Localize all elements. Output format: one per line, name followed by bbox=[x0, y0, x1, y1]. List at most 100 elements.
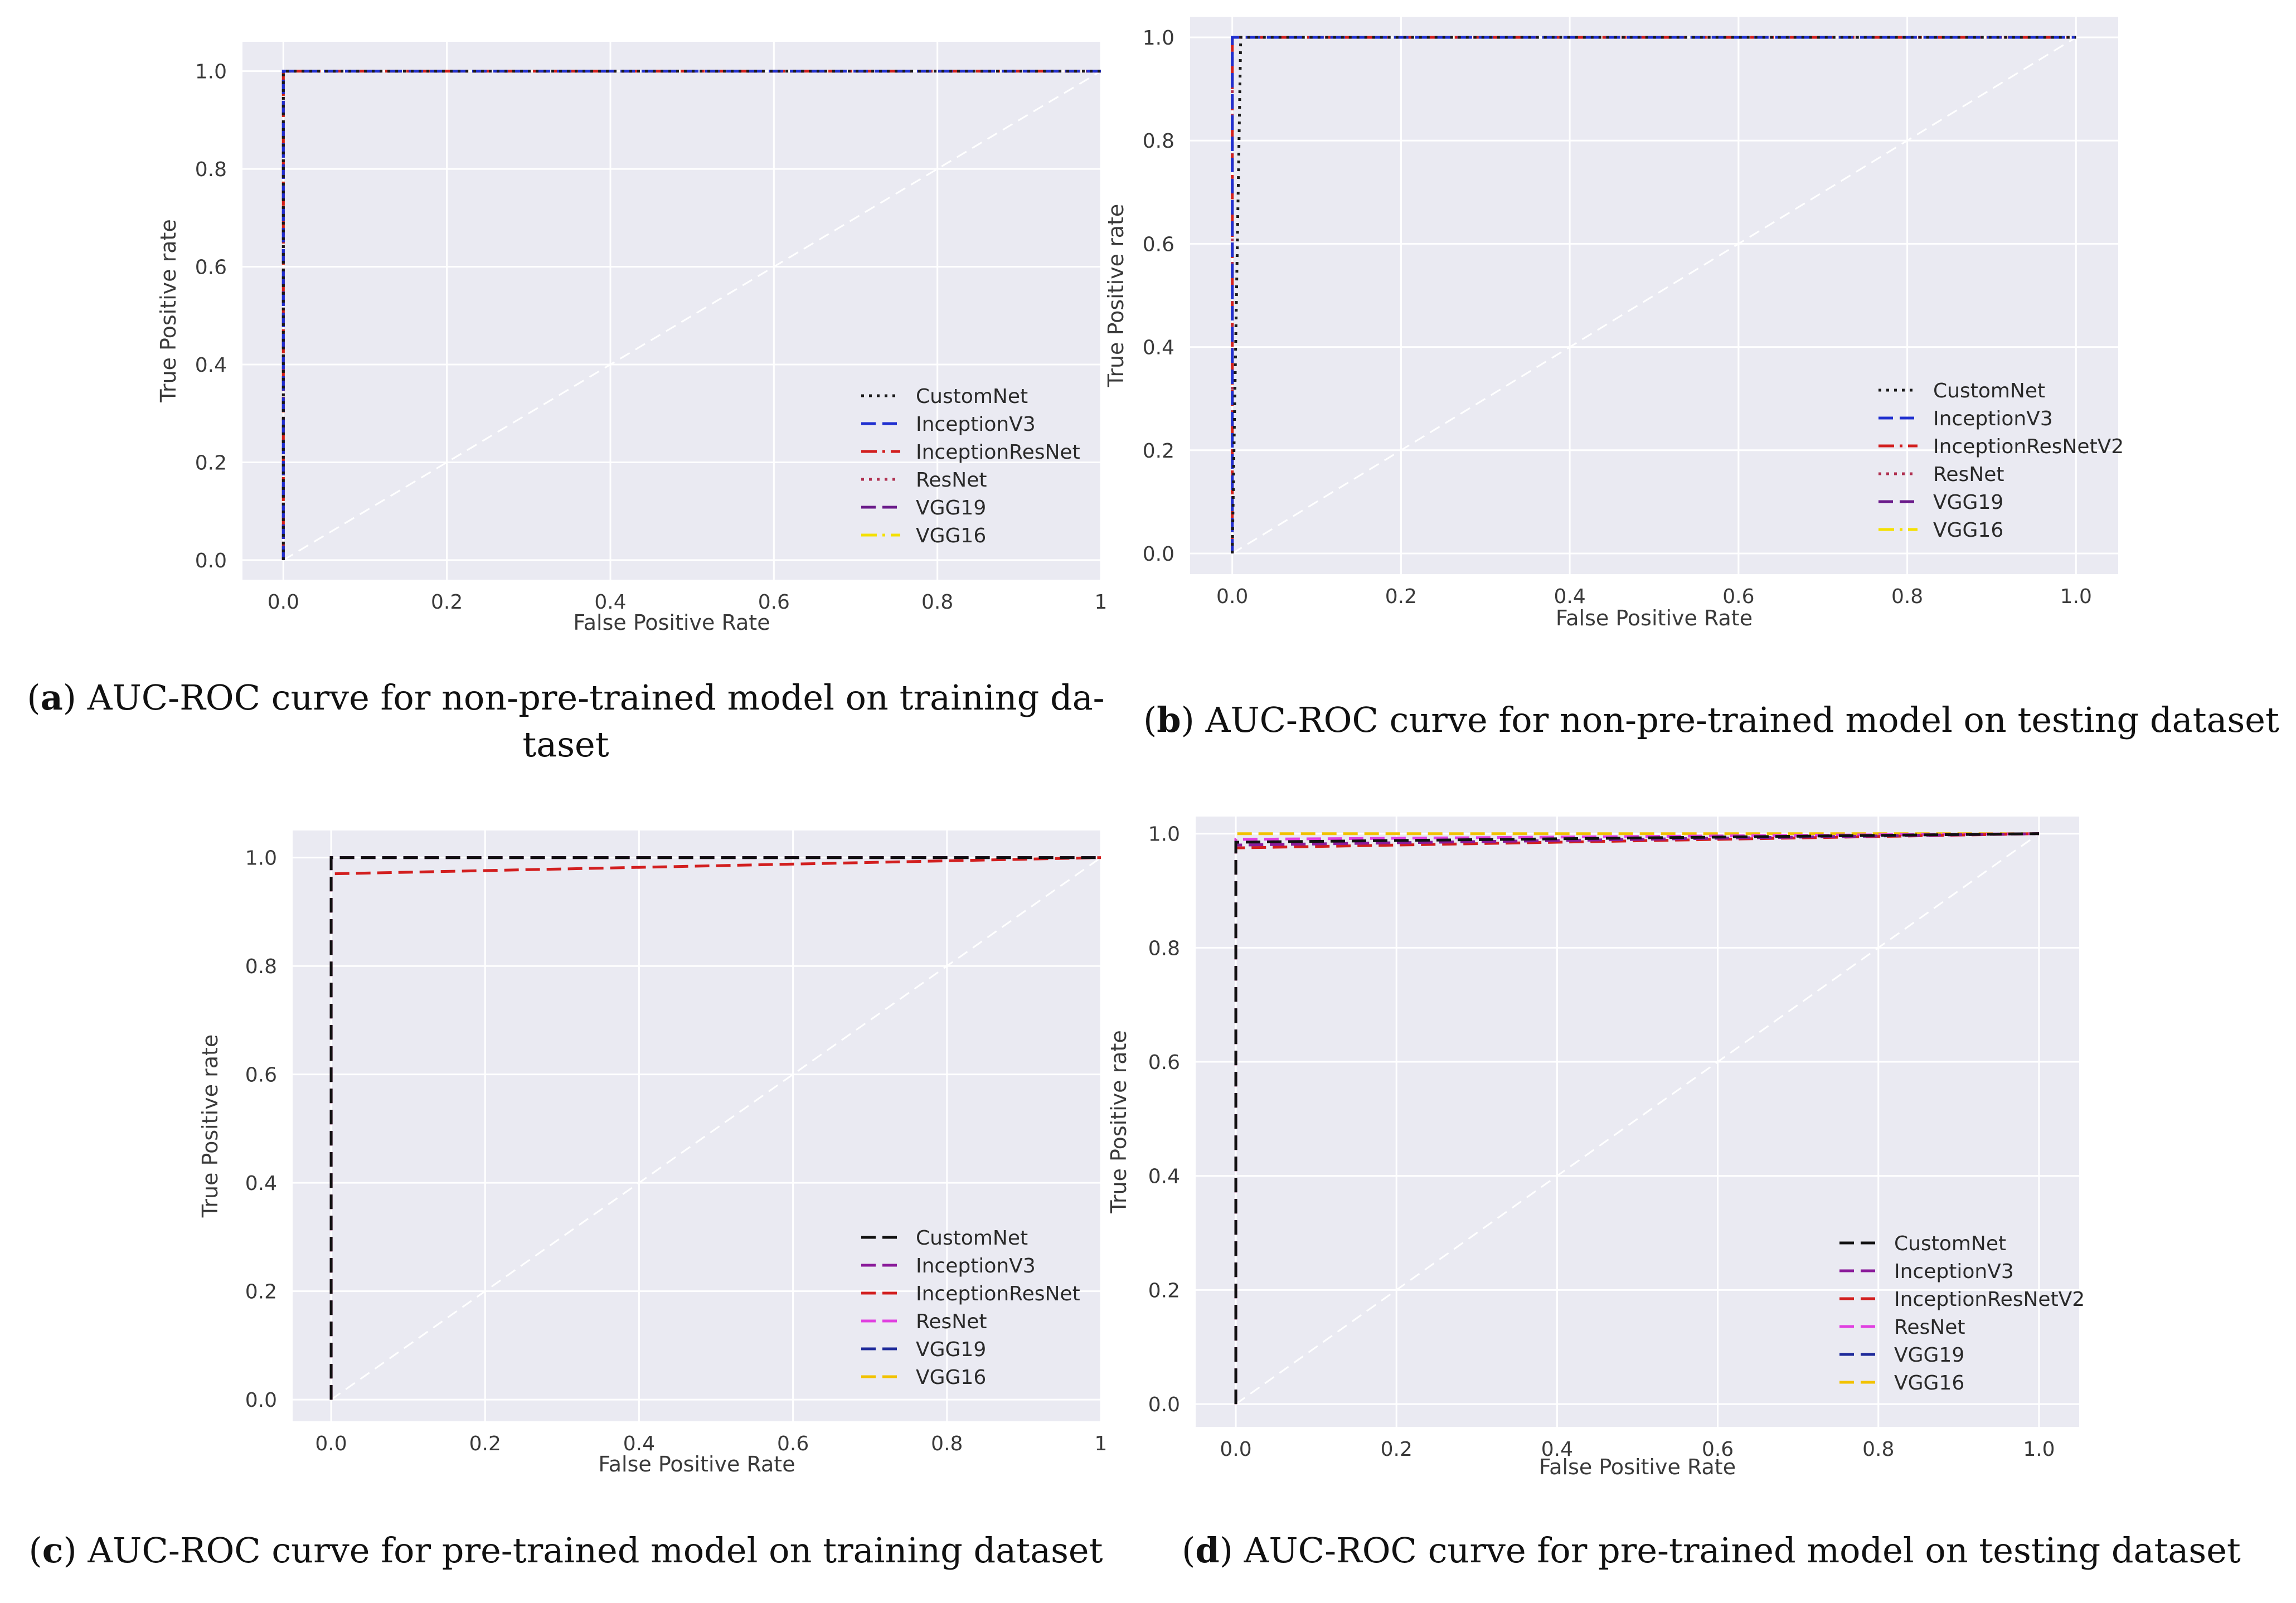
legend-label: CustomNet bbox=[1894, 1232, 2006, 1255]
x-tick-label: 0.2 bbox=[469, 1432, 501, 1455]
y-tick-label: 0.8 bbox=[1143, 130, 1174, 153]
legend-label: ResNet bbox=[916, 469, 987, 492]
x-tick-label: 0.2 bbox=[1381, 1438, 1412, 1461]
caption-letter: b bbox=[1157, 700, 1181, 740]
y-tick-label: 0.4 bbox=[195, 354, 227, 377]
legend-label: InceptionV3 bbox=[1933, 407, 2053, 430]
caption-text: AUC-ROC curve for non-pre-trained model … bbox=[1205, 700, 2279, 740]
chart-panel-a: 0.0 0.2 0.4 0.6 0.8 1 0.0 0.2 0.4 0.6 0.8 1.0 False … bbox=[156, 42, 1107, 635]
roc-line-vgg16 bbox=[1234, 832, 2039, 1405]
legend-label: VGG19 bbox=[916, 1338, 986, 1361]
x-tick-label: 0.8 bbox=[1862, 1438, 1894, 1461]
x-tick-label: 1.0 bbox=[2023, 1438, 2055, 1461]
legend-label: CustomNet bbox=[916, 385, 1028, 408]
caption-text: AUC-ROC curve for pre-trained model on t… bbox=[1244, 1530, 2241, 1571]
x-tick-label: 0.0 bbox=[1216, 585, 1248, 608]
x-tick-label: 1 bbox=[1095, 1432, 1108, 1455]
legend-label: VGG16 bbox=[1933, 519, 2003, 542]
y-tick-label: 1.0 bbox=[195, 61, 227, 84]
roc-line-resnet bbox=[1234, 832, 2039, 1405]
chart-panel-d: 0.0 0.2 0.4 0.6 0.8 1.0 0.0 0.2 0.4 0.6 0.8 1.0 Fals… bbox=[1106, 817, 2085, 1479]
y-tick-label: 0.2 bbox=[195, 451, 227, 474]
y-tick-label: 0.4 bbox=[245, 1172, 277, 1195]
y-tick-label: 0.6 bbox=[1143, 233, 1174, 256]
legend-label: VGG16 bbox=[1894, 1372, 1964, 1395]
legend-label: ResNet bbox=[1933, 463, 2004, 486]
x-tick-label: 0.6 bbox=[1722, 585, 1754, 608]
chance-diagonal bbox=[283, 70, 1101, 561]
y-tick-label: 1.0 bbox=[245, 847, 277, 870]
caption-letter: c bbox=[42, 1530, 64, 1571]
chance-diagonal bbox=[1231, 36, 2077, 555]
legend: CustomNet InceptionV3 InceptionResNetV2 Res… bbox=[1839, 1232, 2085, 1395]
roc-line-customnet bbox=[1234, 832, 2039, 1405]
x-tick-label: 0.4 bbox=[623, 1432, 655, 1455]
legend-label: ResNet bbox=[916, 1310, 987, 1333]
legend-label: VGG19 bbox=[1894, 1344, 1964, 1367]
caption-text: AUC-ROC curve for pre-trained model on t… bbox=[88, 1530, 1103, 1571]
legend-label: InceptionV3 bbox=[1894, 1260, 2014, 1283]
legend-label: InceptionResNet bbox=[916, 441, 1080, 464]
legend-label: ResNet bbox=[1894, 1316, 1965, 1339]
legend: CustomNet InceptionV3 InceptionResNetV2 Res… bbox=[1878, 380, 2124, 542]
x-axis-label: False Positive Rate bbox=[1539, 1455, 1736, 1479]
x-tick-label: 0.4 bbox=[594, 591, 626, 614]
legend-label: InceptionV3 bbox=[916, 1255, 1036, 1277]
y-tick-label: 0.2 bbox=[1143, 440, 1174, 463]
caption-text: AUC-ROC curve for non-pre-trained model … bbox=[87, 677, 1105, 718]
chance-diagonal bbox=[331, 857, 1101, 1401]
x-tick-label: 0.6 bbox=[777, 1432, 809, 1455]
x-tick-label: 0.2 bbox=[431, 591, 463, 614]
y-axis-label: True Positive rate bbox=[198, 1034, 222, 1218]
legend-label: CustomNet bbox=[1933, 380, 2045, 402]
x-tick-label: 0.0 bbox=[268, 591, 299, 614]
legend-label: InceptionResNetV2 bbox=[1894, 1288, 2085, 1311]
chance-diagonal bbox=[1235, 833, 2040, 1405]
y-tick-label: 0.8 bbox=[195, 158, 227, 181]
roc-line-inceptionv3 bbox=[281, 70, 1101, 560]
y-tick-label: 0.2 bbox=[245, 1281, 277, 1304]
legend-label: InceptionV3 bbox=[916, 413, 1036, 436]
x-tick-label: 0.0 bbox=[1220, 1438, 1251, 1461]
y-tick-label: 0.2 bbox=[1148, 1279, 1180, 1302]
y-tick-label: 0.6 bbox=[195, 256, 227, 279]
y-axis-label: True Positive rate bbox=[1106, 1030, 1131, 1214]
x-axis-label: False Positive Rate bbox=[1556, 606, 1753, 630]
x-tick-label: 0.2 bbox=[1385, 585, 1417, 608]
x-tick-label: 0.0 bbox=[315, 1432, 347, 1455]
plot-area bbox=[1190, 17, 2118, 574]
y-tick-label: 1.0 bbox=[1148, 823, 1180, 846]
chart-panel-c: 0.0 0.2 0.4 0.6 0.8 1 0.0 0.2 0.4 0.6 0.8 1.0 False … bbox=[198, 830, 1107, 1476]
x-tick-label: 0.8 bbox=[921, 591, 953, 614]
chart-panel-b: 0.0 0.2 0.4 0.6 0.8 1.0 0.0 0.2 0.4 0.6 0.8 1.0 Fals… bbox=[1104, 17, 2124, 630]
y-tick-label: 0.4 bbox=[1143, 337, 1174, 360]
caption-b: (b) AUC-ROC curve for non-pre-trained mo… bbox=[1143, 700, 2279, 740]
caption-d: (d) AUC-ROC curve for pre-trained model … bbox=[1182, 1530, 2241, 1571]
legend-label: VGG19 bbox=[1933, 491, 2003, 514]
y-tick-label: 0.0 bbox=[195, 550, 227, 572]
y-tick-label: 0.0 bbox=[245, 1389, 277, 1412]
x-tick-label: 1 bbox=[1095, 591, 1108, 614]
y-tick-label: 0.8 bbox=[1148, 937, 1180, 960]
caption-a: (a) AUC-ROC curve for non-pre-trained mo… bbox=[27, 677, 1105, 765]
x-axis-label: False Positive Rate bbox=[598, 1452, 795, 1476]
legend: CustomNet InceptionV3 InceptionResNet ResNe… bbox=[861, 385, 1080, 547]
x-tick-label: 1.0 bbox=[2060, 585, 2092, 608]
legend: CustomNet InceptionV3 InceptionResNet ResNe… bbox=[861, 1227, 1080, 1389]
y-tick-label: 0.8 bbox=[245, 955, 277, 978]
x-tick-label: 0.6 bbox=[1702, 1438, 1734, 1461]
y-tick-label: 0.0 bbox=[1148, 1393, 1180, 1416]
roc-line-inceptionv3 bbox=[1231, 36, 2076, 553]
y-tick-label: 0.4 bbox=[1148, 1165, 1180, 1188]
legend-label: VGG16 bbox=[916, 1366, 986, 1389]
legend-label: VGG16 bbox=[916, 524, 986, 547]
legend-label: InceptionResNetV2 bbox=[1933, 435, 2124, 458]
x-axis-label: False Positive Rate bbox=[573, 610, 770, 635]
y-tick-label: 0.6 bbox=[245, 1064, 277, 1087]
plot-area bbox=[1196, 817, 2079, 1427]
roc-line-inceptionresnet bbox=[281, 70, 1101, 560]
legend-label: CustomNet bbox=[916, 1227, 1028, 1250]
x-tick-label: 0.6 bbox=[758, 591, 790, 614]
